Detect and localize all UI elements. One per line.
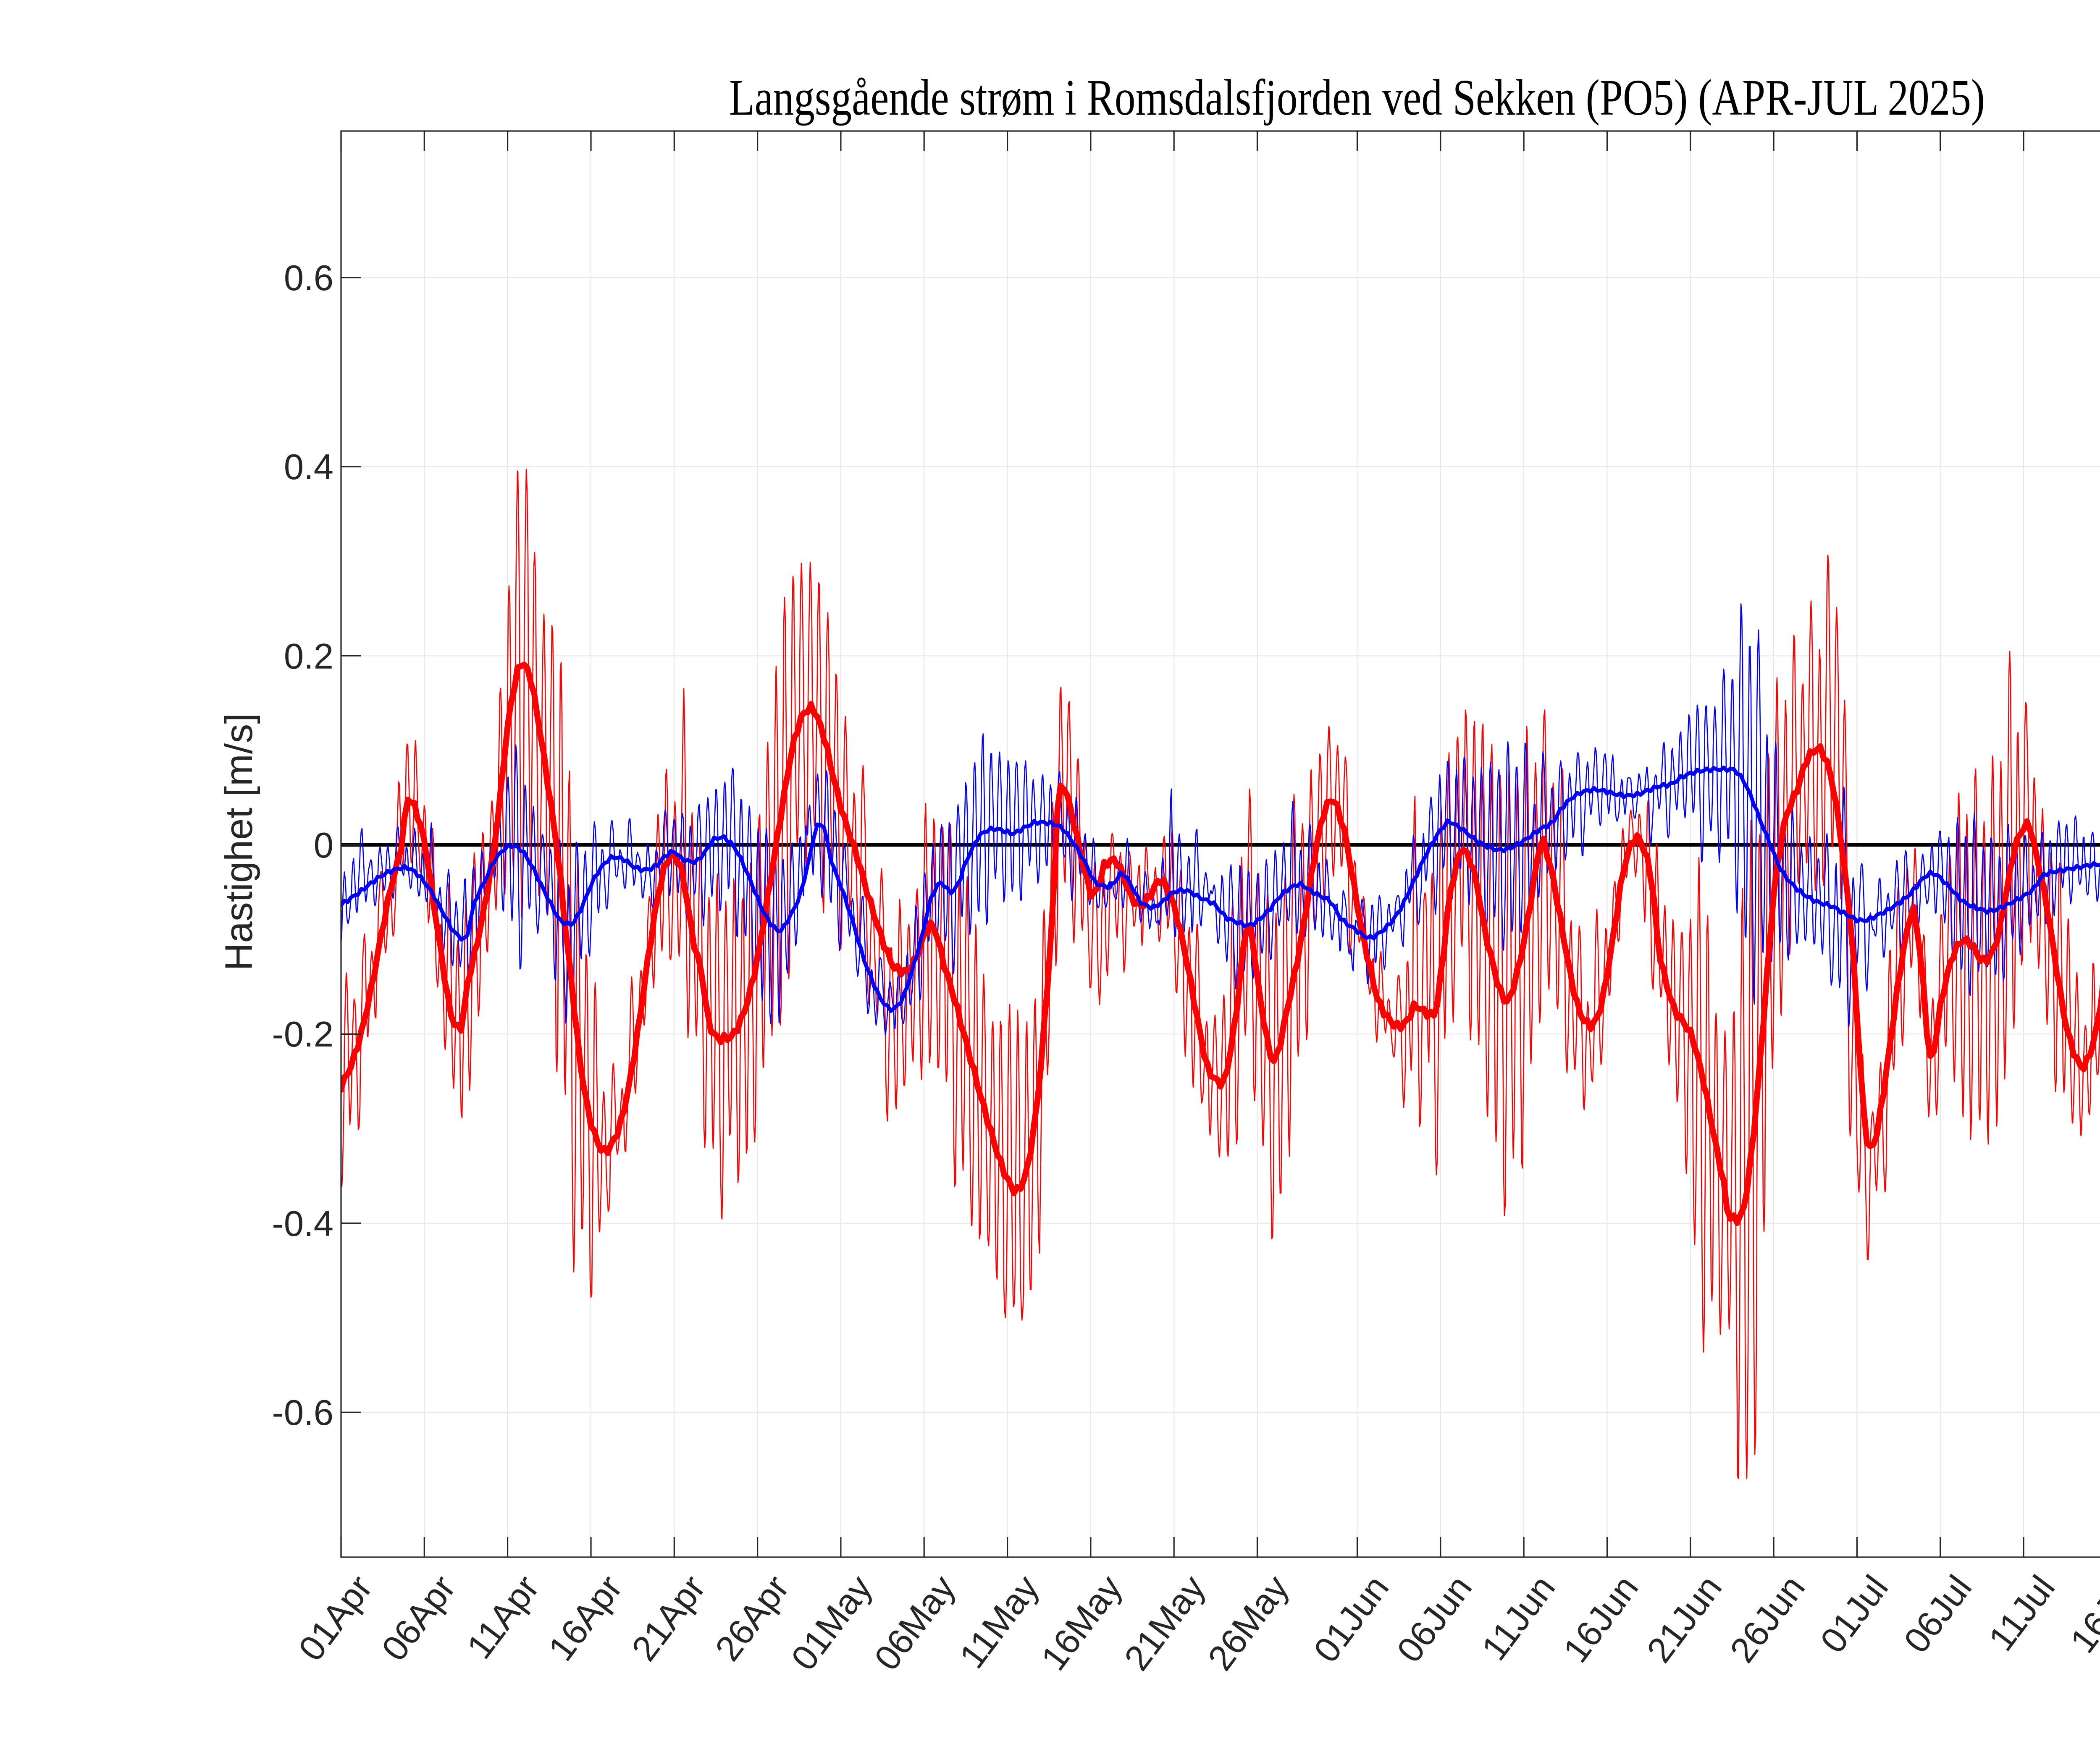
svg-text:0.6: 0.6 xyxy=(284,258,333,298)
svg-text:Langsgående strøm i Romsdalsfj: Langsgående strøm i Romsdalsfjorden ved … xyxy=(729,69,1985,126)
svg-text:-0.2: -0.2 xyxy=(272,1015,333,1054)
svg-text:0.2: 0.2 xyxy=(284,637,333,677)
svg-text:-0.6: -0.6 xyxy=(272,1393,333,1433)
svg-text:0: 0 xyxy=(314,826,333,866)
svg-text:Hastighet [m/s]: Hastighet [m/s] xyxy=(218,713,260,971)
svg-text:-0.4: -0.4 xyxy=(272,1204,333,1244)
svg-text:0.4: 0.4 xyxy=(284,447,333,487)
